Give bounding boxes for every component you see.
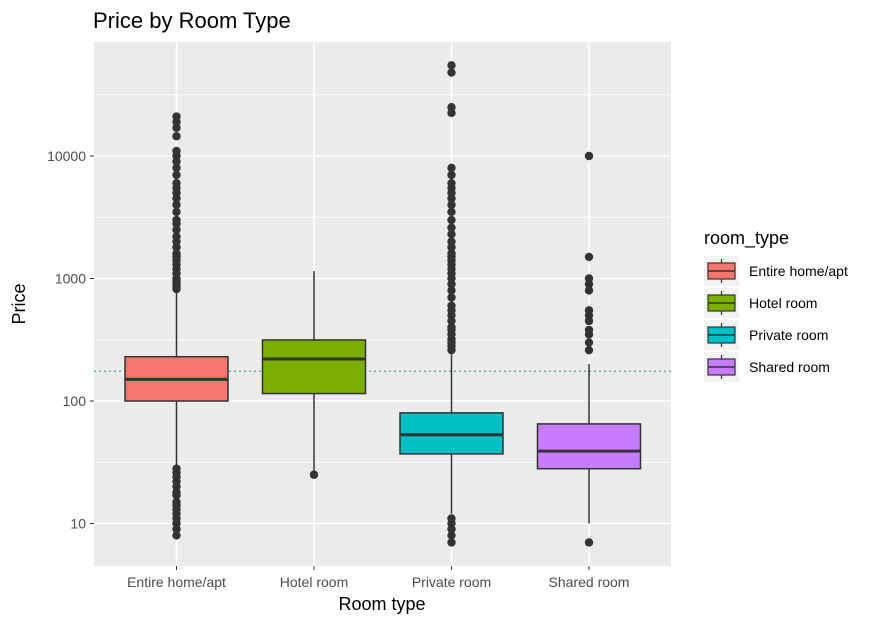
legend-item: Entire home/apt [704,256,848,286]
legend: room_type Entire home/apt Hotel room Priva… [704,228,848,382]
x-axis: Entire home/apt Hotel room Private room Sha… [127,566,629,590]
legend-item: Shared room [704,352,830,382]
outlier-point [584,274,594,283]
box-private-room [399,61,504,547]
outlier-point [172,132,181,141]
box-entire-home-apt [124,112,229,540]
outlier-point [447,61,456,70]
plot-panel [94,42,671,566]
legend-label: Entire home/apt [749,263,848,279]
outlier-point [447,207,456,217]
x-tick-label: Hotel room [280,574,348,590]
outlier-point [447,200,456,209]
legend-label: Private room [749,327,828,343]
outlier-point [447,237,456,246]
outlier-point [447,229,456,239]
outlier-point [172,146,181,156]
outlier-point [172,232,181,241]
outlier-point [447,286,456,295]
outlier-point [447,323,456,332]
x-axis-title: Room type [338,594,425,614]
outlier-point [584,538,594,547]
y-tick-label: 1000 [55,271,86,287]
iqr-box [536,423,642,470]
outlier-point [172,163,181,173]
outlier-point [584,338,594,347]
outlier-point [584,151,594,161]
outlier-point [584,252,594,262]
outlier-point [447,514,456,523]
outlier-point [447,249,456,258]
outlier-point [172,170,181,180]
outlier-point [172,123,181,132]
outlier-point [447,178,456,188]
box-hotel-room [261,271,367,479]
outlier-point [447,538,456,547]
outlier-point [172,112,181,121]
outlier-point [172,178,181,188]
legend-title: room_type [704,228,789,249]
legend-item: Hotel room [704,288,817,318]
outlier-point [447,531,456,540]
chart-title: Price by Room Type [93,8,291,33]
outlier-point [447,223,456,232]
legend-label: Shared room [749,359,830,375]
outlier-point [172,215,181,225]
y-axis: 10 100 1000 10000 [47,148,94,532]
y-tick-label: 100 [63,393,87,409]
outlier-point [172,200,181,209]
outlier-point [584,306,594,315]
y-axis-title: Price [9,283,29,324]
outlier-point [172,497,181,507]
x-tick-label: Private room [412,574,491,590]
outlier-point [447,103,456,112]
outlier-point [172,464,181,473]
outlier-point [447,215,456,225]
outlier-point [447,293,456,302]
x-tick-label: Entire home/apt [127,574,226,590]
outlier-point [584,345,594,355]
x-tick-label: Shared room [549,574,630,590]
outlier-point [172,225,181,234]
outlier-point [584,325,594,335]
y-tick-label: 10000 [47,148,86,164]
legend-label: Hotel room [749,295,817,311]
y-tick-label: 10 [70,516,86,532]
outlier-point [172,249,181,258]
outlier-point [447,170,456,180]
outlier-point [447,68,456,77]
boxes [124,61,642,547]
outlier-point [309,470,319,479]
legend-item: Private room [704,320,828,350]
outlier-point [447,163,456,173]
iqr-box [261,339,367,395]
outlier-point [584,286,594,295]
outlier-point [172,207,181,217]
box-shared-room [536,151,642,547]
outlier-point [447,301,456,310]
outlier-point [172,531,181,540]
